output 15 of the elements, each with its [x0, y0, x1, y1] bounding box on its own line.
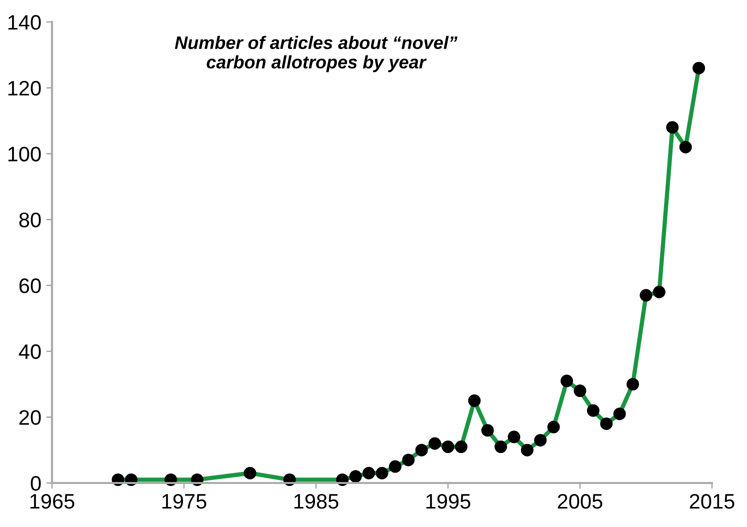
x-tick-label: 1975: [162, 494, 206, 509]
y-tick-label: 80: [19, 212, 41, 228]
y-tick-label: 120: [8, 80, 41, 96]
x-tick-label: 2015: [690, 494, 734, 509]
x-tick-label: 1995: [426, 494, 470, 509]
y-tick-label: 0: [30, 476, 41, 491]
y-tick-label: 140: [8, 15, 41, 30]
y-tick-label: 40: [18, 344, 41, 360]
y-tick-label: 60: [19, 278, 41, 294]
x-tick-label: 1985: [294, 494, 338, 509]
x-tick-label: 2005: [558, 494, 602, 509]
y-tick-label: 100: [8, 146, 41, 162]
x-tick-label: 1965: [30, 494, 74, 509]
text: Number of articles about “novel” carbon allotropes by year: [174, 36, 458, 72]
y-tick-label: 20: [19, 410, 41, 425]
